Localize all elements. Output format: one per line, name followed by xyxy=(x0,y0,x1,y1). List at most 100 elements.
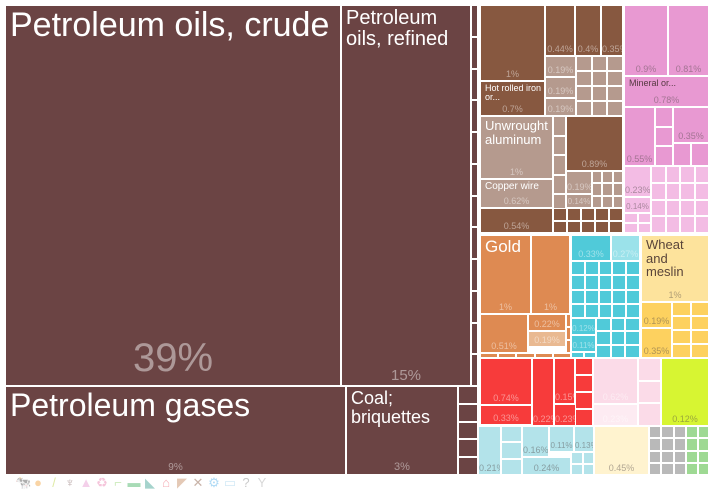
treemap-tile[interactable] xyxy=(607,71,623,86)
treemap-tile[interactable] xyxy=(626,303,640,318)
treemap-tile[interactable]: 0.35% xyxy=(673,107,709,143)
treemap-tile[interactable] xyxy=(625,318,640,332)
treemap-tile[interactable] xyxy=(552,353,571,358)
treemap-tile[interactable]: 0.9% xyxy=(624,5,668,76)
treemap-tile[interactable] xyxy=(471,132,478,164)
treemap-tile[interactable] xyxy=(571,289,585,304)
treemap-tile[interactable]: Petroleum oils, crude 39% xyxy=(5,5,341,386)
treemap-tile[interactable] xyxy=(501,458,522,475)
treemap-tile[interactable]: 0.12% xyxy=(571,318,596,335)
treemap-tile[interactable]: Wheat and meslin 1% xyxy=(641,235,709,302)
treemap-tile[interactable] xyxy=(553,174,566,194)
treemap-tile[interactable]: 0.55% xyxy=(624,107,655,166)
treemap-tile[interactable]: 0.11% xyxy=(571,335,596,352)
treemap-tile[interactable] xyxy=(598,289,613,304)
treemap-tile[interactable] xyxy=(576,86,592,101)
treemap-tile[interactable] xyxy=(673,426,686,439)
treemap-tile[interactable] xyxy=(571,463,583,475)
treemap-tile[interactable] xyxy=(501,442,522,459)
treemap-tile[interactable] xyxy=(612,183,623,196)
treemap-tile[interactable]: 0.33% xyxy=(571,235,611,261)
treemap-tile[interactable] xyxy=(584,303,599,318)
treemap-tile[interactable] xyxy=(571,261,585,276)
treemap-tile[interactable]: 0.24% xyxy=(522,457,571,475)
treemap-tile[interactable] xyxy=(591,71,608,86)
treemap-tile[interactable]: 0.44% xyxy=(545,5,575,56)
treemap-tile[interactable] xyxy=(584,261,599,276)
treemap-tile[interactable] xyxy=(690,316,709,330)
treemap-tile[interactable]: 0.22% xyxy=(532,358,554,426)
treemap-tile[interactable] xyxy=(637,213,651,223)
treemap-tile[interactable] xyxy=(581,220,595,233)
treemap-tile[interactable] xyxy=(680,182,695,200)
treemap-tile[interactable] xyxy=(607,86,623,101)
treemap-tile[interactable]: 0.27% xyxy=(611,235,640,261)
treemap-tile[interactable] xyxy=(471,259,478,291)
treemap-tile[interactable] xyxy=(602,171,613,184)
treemap-tile[interactable] xyxy=(672,330,691,344)
treemap-tile[interactable] xyxy=(655,146,673,166)
treemap-tile[interactable]: Unwrought aluminum 1% xyxy=(480,116,553,179)
textiles-icon[interactable]: ▬ xyxy=(127,474,141,490)
transportation-icon[interactable]: ▭ xyxy=(223,474,237,490)
treemap-tile[interactable] xyxy=(602,183,613,196)
treemap-tile[interactable]: 0.45% xyxy=(594,426,649,475)
plastics-rubber-icon[interactable]: ♻ xyxy=(96,474,108,490)
treemap-tile[interactable] xyxy=(582,452,594,464)
treemap-tile[interactable]: 0.15% xyxy=(554,358,575,404)
treemap-tile[interactable] xyxy=(566,340,571,353)
treemap-tile[interactable] xyxy=(686,450,698,463)
treemap-tile[interactable] xyxy=(595,220,609,233)
treemap-tile[interactable] xyxy=(583,352,596,358)
treemap-tile[interactable] xyxy=(598,275,613,290)
machines-icon[interactable]: ✕ xyxy=(192,474,204,490)
treemap-tile[interactable] xyxy=(665,166,680,183)
treemap-tile[interactable] xyxy=(694,216,709,233)
treemap-tile[interactable] xyxy=(697,438,709,451)
treemap-tile[interactable] xyxy=(690,302,709,316)
treemap-tile[interactable] xyxy=(458,439,478,458)
treemap-tile[interactable] xyxy=(553,116,566,136)
treemap-tile[interactable] xyxy=(575,375,593,392)
treemap-tile[interactable]: 0.19% xyxy=(641,302,672,328)
treemap-tile[interactable]: 0.35% xyxy=(641,328,672,358)
treemap-tile[interactable]: Coal; briquettes 3% xyxy=(346,386,458,475)
treemap-tile[interactable] xyxy=(458,386,478,404)
treemap-tile[interactable] xyxy=(655,126,673,147)
treemap-tile[interactable] xyxy=(609,220,623,233)
treemap-tile[interactable] xyxy=(651,199,666,217)
treemap-tile[interactable] xyxy=(553,208,567,221)
treemap-tile[interactable] xyxy=(571,303,585,318)
treemap-tile[interactable] xyxy=(691,143,709,166)
treemap-tile[interactable] xyxy=(625,344,640,358)
treemap-tile[interactable]: 0.74% xyxy=(480,358,532,405)
treemap-tile[interactable] xyxy=(575,409,593,426)
treemap-tile[interactable] xyxy=(680,216,695,233)
treemap-tile[interactable] xyxy=(582,463,594,475)
treemap-tile[interactable]: 0.4% xyxy=(575,5,601,56)
treemap-tile[interactable] xyxy=(607,56,623,71)
treemap-tile[interactable] xyxy=(649,462,662,475)
treemap-tile[interactable] xyxy=(626,289,640,304)
treemap-tile[interactable] xyxy=(661,462,674,475)
treemap-tile[interactable] xyxy=(607,101,623,116)
treemap-tile[interactable] xyxy=(612,171,623,184)
treemap-tile[interactable]: 1% xyxy=(531,235,570,314)
treemap-tile[interactable]: 0.19% xyxy=(545,77,576,98)
treemap-tile[interactable]: 0.51% xyxy=(480,314,528,353)
treemap-tile[interactable]: Petroleum oils, refined 15% xyxy=(341,5,471,386)
treemap-tile[interactable] xyxy=(624,223,638,233)
treemap-tile[interactable]: 0.54% xyxy=(480,208,553,233)
treemap-tile[interactable] xyxy=(690,330,709,344)
treemap-tile[interactable]: 0.33% xyxy=(480,405,532,425)
treemap-tile[interactable] xyxy=(665,182,680,200)
treemap-tile[interactable] xyxy=(596,318,611,332)
treemap-tile[interactable] xyxy=(649,450,662,463)
treemap-tile[interactable] xyxy=(592,171,603,184)
treemap-tile[interactable] xyxy=(661,438,674,451)
treemap-tile[interactable] xyxy=(612,289,627,304)
treemap-tile[interactable]: Petroleum gases 9% xyxy=(5,386,346,475)
treemap-tile[interactable]: 0.23% xyxy=(624,166,651,197)
treemap-tile[interactable] xyxy=(471,163,478,196)
treemap-tile[interactable] xyxy=(553,135,566,155)
